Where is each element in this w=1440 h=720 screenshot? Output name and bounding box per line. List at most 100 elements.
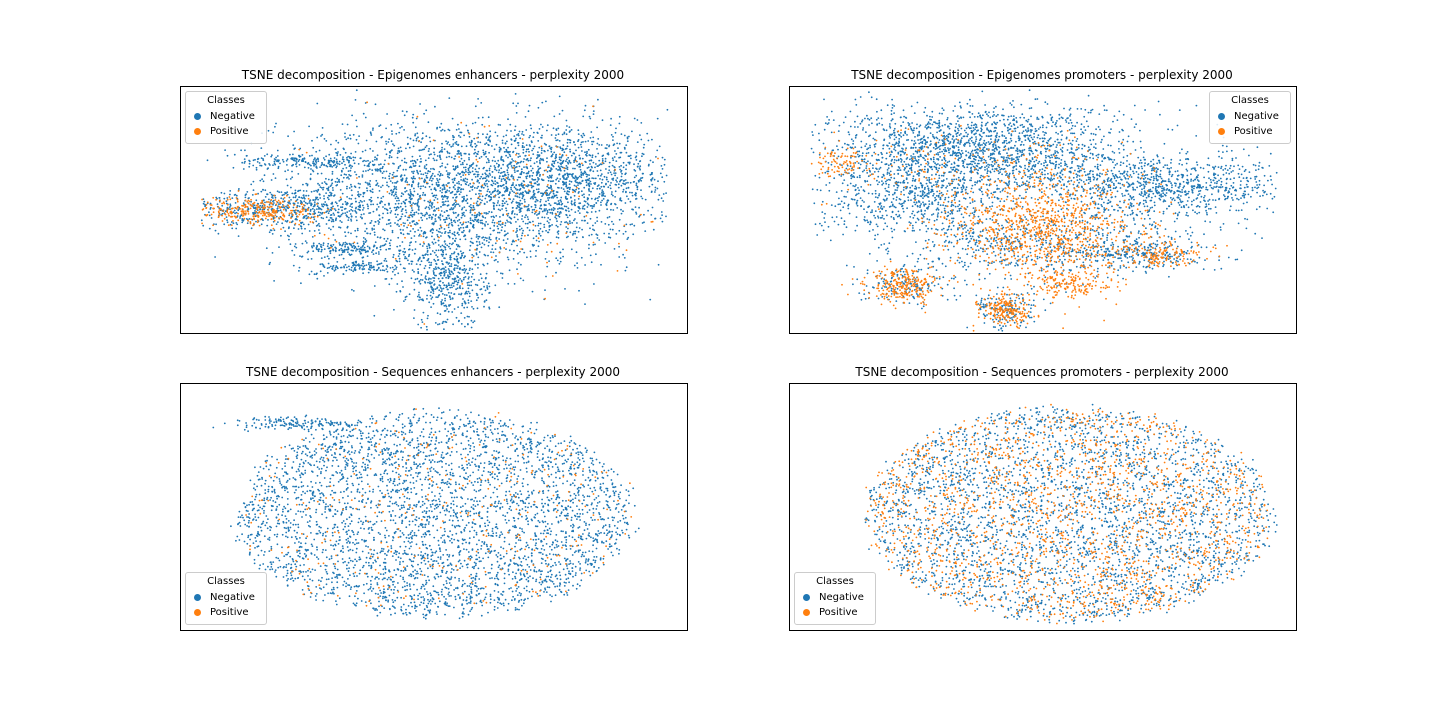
scatter-point-negative <box>341 192 344 195</box>
scatter-point-negative <box>519 277 522 280</box>
scatter-point-negative <box>547 194 549 196</box>
scatter-point-negative <box>373 245 376 247</box>
scatter-point-negative <box>507 146 509 149</box>
scatter-point-negative <box>549 218 551 221</box>
scatter-point-negative <box>450 156 453 159</box>
scatter-point-negative <box>506 219 508 222</box>
scatter-point-negative <box>326 187 328 190</box>
scatter-point-negative <box>532 237 535 240</box>
scatter-point-negative <box>331 268 334 270</box>
scatter-point-negative <box>517 133 520 135</box>
scatter-point-negative <box>423 112 425 115</box>
scatter-point-negative <box>550 146 553 149</box>
scatter-point-negative <box>471 170 474 173</box>
scatter-point-negative <box>319 270 322 273</box>
scatter-point-negative <box>460 323 463 325</box>
scatter-point-negative <box>465 199 468 202</box>
scatter-point-negative <box>455 316 458 319</box>
scatter-point-negative <box>581 164 584 167</box>
scatter-point-negative <box>375 157 378 160</box>
scatter-point-negative <box>526 226 529 229</box>
scatter-point-negative <box>457 215 459 217</box>
scatter-point-negative <box>318 225 321 228</box>
scatter-point-negative <box>235 211 238 214</box>
scatter-point-negative <box>434 220 437 223</box>
scatter-point-negative <box>292 153 294 156</box>
scatter-point-negative <box>231 197 234 199</box>
scatter-point-negative <box>413 282 416 284</box>
scatter-point-negative <box>418 291 420 294</box>
scatter-point-negative <box>633 180 635 183</box>
scatter-point-negative <box>449 256 451 259</box>
scatter-point-negative <box>465 221 467 224</box>
scatter-point-negative <box>439 218 442 221</box>
scatter-point-negative <box>543 208 546 210</box>
scatter-point-negative <box>449 254 452 257</box>
scatter-point-negative <box>432 167 434 170</box>
scatter-point-negative <box>332 225 335 228</box>
scatter-point-positive <box>267 209 270 211</box>
scatter-point-negative <box>462 174 465 176</box>
scatter-point-negative <box>408 166 411 169</box>
scatter-point-negative <box>661 214 663 216</box>
scatter-point-negative <box>643 143 646 146</box>
scatter-point-negative <box>573 219 575 222</box>
scatter-point-negative <box>370 134 373 136</box>
scatter-point-negative <box>446 244 449 247</box>
scatter-point-negative <box>424 146 427 149</box>
scatter-point-negative <box>552 207 555 209</box>
scatter-point-negative <box>497 227 500 230</box>
scatter-point-negative <box>471 268 474 271</box>
scatter-point-negative <box>425 109 428 112</box>
scatter-point-negative <box>541 101 544 104</box>
scatter-point-negative <box>328 266 331 269</box>
scatter-point-negative <box>378 253 380 255</box>
scatter-point-negative <box>422 173 425 176</box>
scatter-point-positive <box>272 227 275 230</box>
scatter-point-negative <box>329 252 332 255</box>
scatter-point-negative <box>591 140 593 143</box>
scatter-point-negative <box>354 260 357 263</box>
scatter-point-negative <box>354 266 356 269</box>
scatter-point-negative <box>600 185 603 188</box>
scatter-point-negative <box>439 155 441 158</box>
scatter-point-negative <box>551 164 553 166</box>
scatter-point-negative <box>335 184 338 187</box>
scatter-point-negative <box>533 145 536 148</box>
scatter-point-negative <box>378 214 381 217</box>
scatter-point-negative <box>489 196 492 198</box>
scatter-point-negative <box>616 181 618 183</box>
scatter-point-negative <box>439 165 442 168</box>
scatter-point-negative <box>642 153 645 156</box>
scatter-point-negative <box>421 245 424 247</box>
scatter-point-negative <box>468 135 471 138</box>
scatter-point-negative <box>318 193 321 196</box>
scatter-point-negative <box>349 213 352 215</box>
scatter-point-negative <box>505 207 507 210</box>
scatter-point-positive <box>218 199 221 202</box>
scatter-point-positive <box>217 206 220 208</box>
scatter-point-negative <box>412 139 415 142</box>
scatter-point-negative <box>648 163 650 166</box>
scatter-point-negative <box>517 176 520 179</box>
scatter-point-negative <box>325 155 327 158</box>
scatter-point-negative <box>502 177 505 180</box>
scatter-point-negative <box>414 230 416 233</box>
scatter-point-negative <box>345 138 348 141</box>
scatter-point-negative <box>539 173 541 176</box>
scatter-point-negative <box>377 196 379 199</box>
scatter-point-negative <box>518 202 520 204</box>
scatter-point-negative <box>484 172 487 175</box>
scatter-point-negative <box>589 217 592 220</box>
scatter-point-negative <box>601 191 603 194</box>
scatter-point-negative <box>333 214 336 216</box>
scatter-point-negative <box>540 178 543 181</box>
scatter-point-negative <box>515 207 518 210</box>
scatter-point-negative <box>384 148 387 151</box>
scatter-point-negative <box>470 319 473 322</box>
scatter-point-negative <box>404 251 407 253</box>
scatter-point-negative <box>429 294 432 297</box>
scatter-point-negative <box>485 161 488 164</box>
scatter-point-negative <box>563 177 565 180</box>
scatter-point-negative <box>398 260 401 263</box>
